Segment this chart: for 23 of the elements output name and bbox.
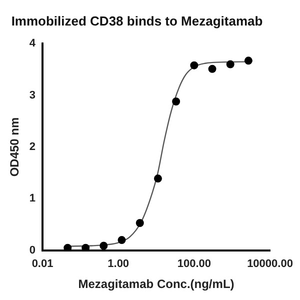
x-tick-label: 10000.00	[247, 258, 293, 270]
x-tick-label: 0.01	[32, 258, 54, 270]
point	[190, 61, 198, 70]
point	[100, 242, 108, 250]
point	[136, 219, 144, 227]
x-axis-title: Mezagitamab Conc.(ng/mL)	[78, 277, 234, 292]
chart-title: Immobilized CD38 binds to Mezagitamab	[11, 13, 263, 28]
y-tick-label: 1	[29, 192, 36, 205]
point	[154, 174, 162, 183]
point	[64, 244, 72, 250]
y-tick-label: 3	[29, 89, 36, 102]
y-axis-title: OD450 nm	[8, 117, 22, 177]
point	[226, 60, 234, 68]
x-tick-label: 100.00	[177, 258, 211, 270]
point	[244, 56, 252, 65]
point	[118, 236, 126, 244]
y-tick-label: 4	[29, 38, 36, 50]
y-tick-label: 2	[29, 141, 36, 154]
point	[208, 64, 216, 73]
x-tick-label: 1.00	[108, 258, 130, 270]
y-tick-label: 0	[29, 244, 36, 256]
point	[172, 98, 180, 106]
point	[82, 244, 90, 250]
